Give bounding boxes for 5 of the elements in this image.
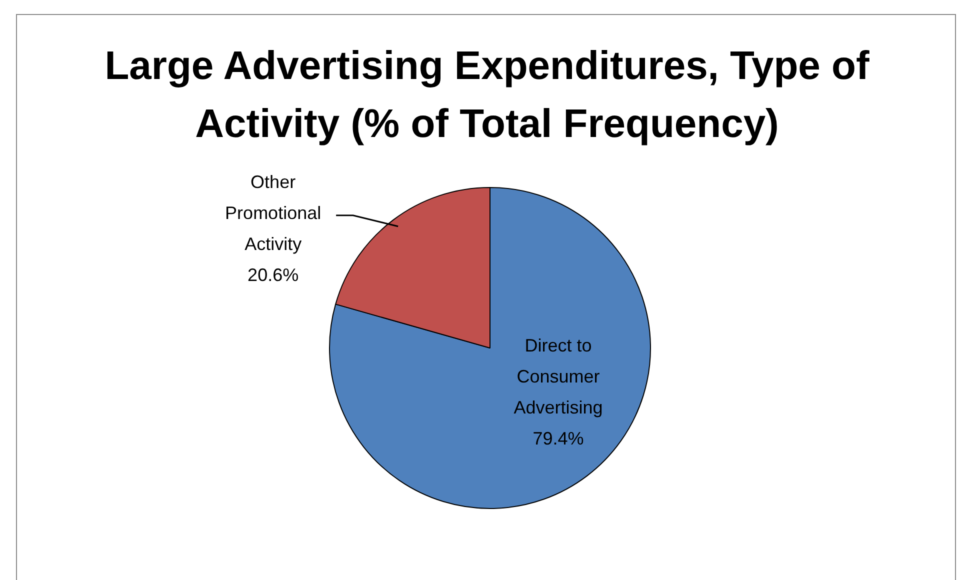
chart-title: Large Advertising Expenditures, Type of Activity (% of Total Frequency) — [104, 43, 870, 148]
data-label: 20.6% — [248, 264, 299, 285]
slice-label: Other Promotional Activity — [225, 172, 322, 254]
data-label: 79.4% — [532, 428, 584, 448]
slice-label: Direct to Consumer Advertising — [514, 335, 603, 418]
